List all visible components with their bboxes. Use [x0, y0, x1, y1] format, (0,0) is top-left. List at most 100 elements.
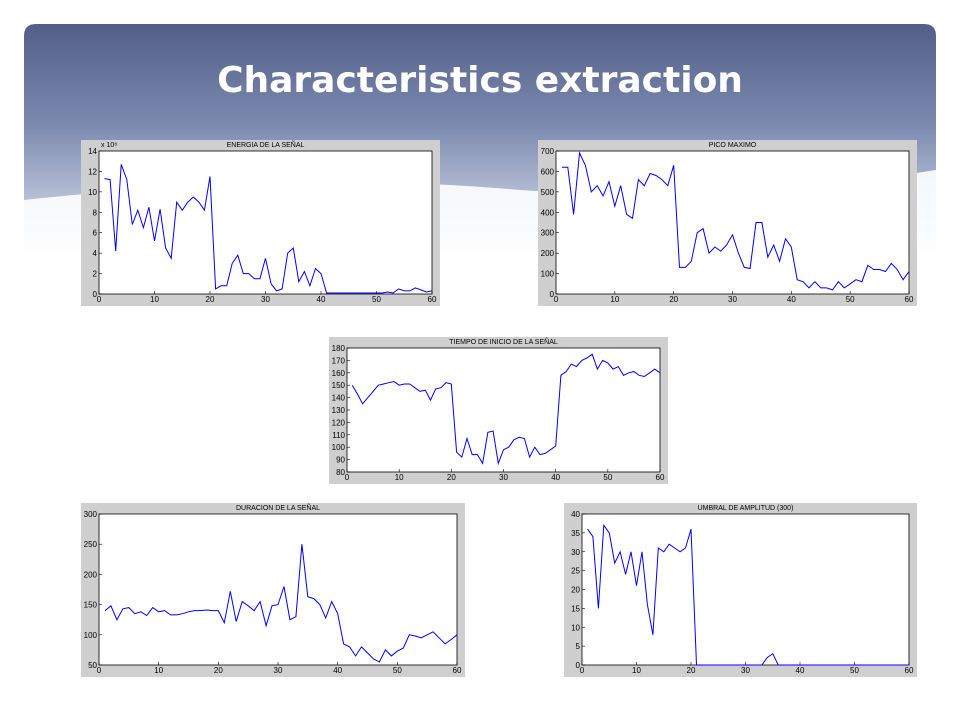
y-tick-label: 2: [93, 270, 98, 279]
y-tick-label: 8: [93, 208, 98, 217]
scale-label: x 10⁸: [101, 142, 117, 149]
y-tick-label: 200: [541, 249, 555, 258]
plot-area: [98, 513, 458, 666]
chart-title: UMBRAL DE AMPLITUD (300): [698, 505, 794, 512]
x-tick-label: 30: [741, 666, 750, 675]
y-tick-label: 15: [571, 604, 580, 613]
x-tick-label: 60: [428, 295, 437, 304]
x-tick-label: 10: [150, 295, 159, 304]
x-tick-label: 30: [274, 666, 283, 675]
y-tick-label: 30: [571, 548, 580, 557]
x-tick-label: 50: [850, 666, 859, 675]
y-tick-label: 300: [541, 229, 555, 238]
x-tick-label: 60: [905, 295, 914, 304]
x-tick-label: 10: [154, 666, 163, 675]
y-tick-label: 180: [332, 344, 346, 353]
plot-area: [346, 347, 661, 473]
x-tick-label: 40: [796, 666, 805, 675]
x-tick-label: 60: [656, 473, 665, 482]
x-tick-label: 0: [97, 295, 102, 304]
y-tick-label: 400: [541, 208, 555, 217]
x-tick-label: 20: [669, 295, 678, 304]
x-tick-label: 30: [728, 295, 737, 304]
y-tick-label: 35: [571, 529, 580, 538]
y-tick-label: 5: [576, 642, 581, 651]
x-tick-label: 40: [333, 666, 342, 675]
plot-area: [555, 150, 910, 295]
x-tick-label: 10: [395, 473, 404, 482]
y-tick-label: 150: [332, 381, 346, 390]
x-tick-label: 0: [580, 666, 585, 675]
x-tick-label: 20: [206, 295, 215, 304]
x-tick-label: 0: [554, 295, 559, 304]
y-tick-label: 0: [550, 290, 555, 299]
y-tick-label: 250: [84, 540, 98, 549]
y-tick-label: 170: [332, 356, 346, 365]
x-tick-label: 30: [499, 473, 508, 482]
y-tick-label: 200: [84, 570, 98, 579]
y-tick-label: 25: [571, 567, 580, 576]
data-line: [351, 353, 661, 466]
y-tick-label: 120: [332, 418, 346, 427]
y-tick-label: 300: [84, 510, 98, 519]
y-tick-label: 600: [541, 167, 555, 176]
x-tick-label: 0: [345, 473, 350, 482]
chart-title: PICO MAXIMO: [709, 142, 757, 149]
y-tick-label: 6: [93, 229, 98, 238]
x-tick-label: 10: [632, 666, 641, 675]
slide-title: Characteristics extraction: [217, 60, 743, 101]
x-tick-label: 50: [846, 295, 855, 304]
chart-title: TIEMPO DE INICIO DE LA SEÑAL: [449, 337, 558, 346]
y-tick-label: 80: [336, 468, 345, 477]
data-line: [561, 151, 910, 291]
data-line: [587, 523, 909, 666]
y-tick-label: 500: [541, 188, 555, 197]
chart: UMBRAL DE AMPLITUD (300) 0 10 20 30 40 50 60 0 5 1…: [564, 503, 917, 677]
y-tick-label: 100: [541, 270, 555, 279]
y-tick-label: 100: [332, 443, 346, 452]
plot-area: [581, 513, 910, 666]
y-tick-label: 700: [541, 147, 555, 156]
x-tick-label: 0: [97, 666, 102, 675]
chart: DURACION DE LA SEÑAL 0 10 20 30 40 50 60 50 100 15…: [81, 503, 465, 677]
chart: TIEMPO DE INICIO DE LA SEÑAL 0 10 20 30 40 50 6…: [329, 337, 668, 484]
x-tick-label: 50: [603, 473, 612, 482]
x-tick-label: 20: [214, 666, 223, 675]
x-tick-label: 50: [372, 295, 381, 304]
x-tick-label: 60: [905, 666, 914, 675]
y-tick-label: 10: [88, 188, 97, 197]
y-tick-label: 12: [88, 167, 97, 176]
y-tick-label: 110: [332, 431, 345, 440]
y-tick-label: 90: [336, 456, 345, 465]
x-tick-label: 20: [687, 666, 696, 675]
y-tick-label: 150: [84, 601, 98, 610]
plot-area: [98, 150, 433, 295]
y-tick-label: 0: [93, 290, 98, 299]
y-tick-label: 100: [84, 631, 98, 640]
y-tick-label: 20: [571, 586, 580, 595]
y-tick-label: 160: [332, 369, 346, 378]
x-tick-label: 40: [787, 295, 796, 304]
y-tick-label: 130: [332, 406, 346, 415]
x-tick-label: 60: [453, 666, 462, 675]
y-tick-label: 40: [571, 510, 580, 519]
x-tick-label: 30: [261, 295, 270, 304]
y-tick-label: 4: [93, 249, 98, 258]
chart-title: DURACION DE LA SEÑAL: [236, 503, 320, 512]
x-tick-label: 20: [447, 473, 456, 482]
chart: ENERGIA DE LA SEÑAL x 10⁸ 0 10 20 30 40 50 60 0 2 4…: [81, 140, 440, 306]
y-tick-label: 14: [88, 147, 97, 156]
data-line: [104, 164, 433, 294]
y-tick-label: 0: [576, 661, 581, 670]
x-tick-label: 40: [317, 295, 326, 304]
x-tick-label: 10: [610, 295, 619, 304]
y-tick-label: 10: [571, 623, 580, 632]
data-line: [104, 544, 458, 663]
x-tick-label: 50: [393, 666, 402, 675]
chart-title: ENERGIA DE LA SEÑAL: [227, 140, 305, 149]
y-tick-label: 50: [88, 661, 97, 670]
y-tick-label: 140: [332, 394, 346, 403]
x-tick-label: 40: [551, 473, 560, 482]
